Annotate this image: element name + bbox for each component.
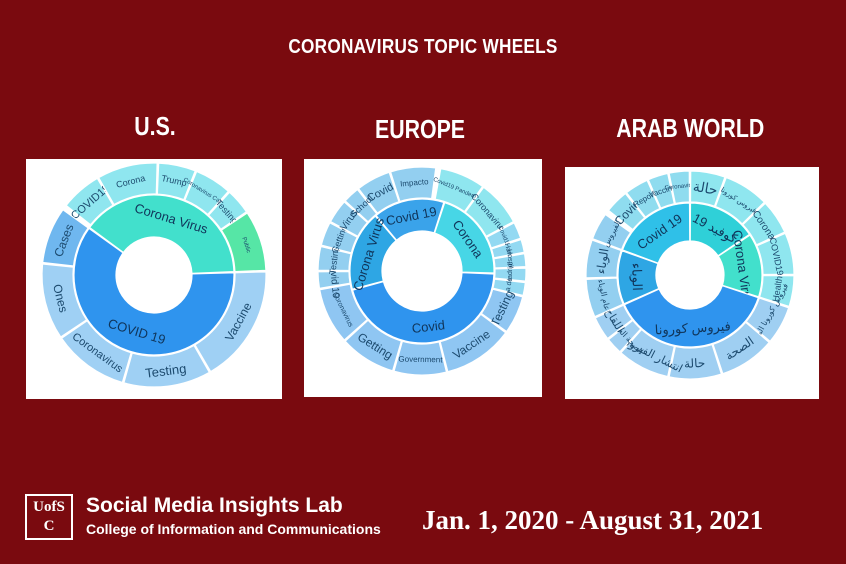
outer-ring-label-5: حالة <box>692 178 719 198</box>
outer-ring-segment-4 <box>464 186 515 238</box>
outer-ring-segment-5 <box>207 191 248 231</box>
inner-ring-label-5: الوباء <box>628 263 645 292</box>
uofsc-logo: UofSC <box>25 494 73 540</box>
outer-ring-segment-15 <box>594 304 634 340</box>
inner-ring-label-3: Covid <box>411 317 446 336</box>
outer-ring-segment-11 <box>712 321 771 375</box>
wheel-center <box>116 237 192 313</box>
outer-ring-label-17: الوباء <box>594 247 613 275</box>
outer-ring-segment-1 <box>607 192 646 231</box>
outer-ring-segment-2 <box>97 162 158 206</box>
outer-ring-segment-18 <box>329 201 369 238</box>
outer-ring-segment-17 <box>320 222 359 254</box>
wheel-panel-us: COVID19 Corona Trump Coronavirus Cases Testi… <box>26 159 282 399</box>
outer-ring-segment-3 <box>434 168 484 213</box>
outer-ring-label-10: Ones <box>50 283 71 314</box>
region-title-europe: EUROPE <box>374 114 466 144</box>
outer-ring-segment-10 <box>745 297 790 343</box>
outer-ring-label-16: Testing <box>327 245 340 275</box>
outer-ring-segment-3 <box>647 172 676 209</box>
page-title: CORONAVIRUS TOPIC WHEELS <box>288 36 558 58</box>
date-range: Jan. 1, 2020 - August 31, 2021 <box>422 505 764 535</box>
outer-ring-segment-6 <box>220 212 267 273</box>
inner-ring-label-4: فيروس كورونا <box>654 318 731 338</box>
outer-ring-segment-8 <box>756 232 795 276</box>
outer-ring-label-2: Impacto <box>400 177 430 188</box>
outer-ring-segment-9 <box>60 319 132 384</box>
topic-wheel-europe: Covid Impacto Covid19 PandemiaCoronavirusC… <box>317 166 527 376</box>
region-title-us: U.S. <box>134 111 176 141</box>
outer-ring-segment-10 <box>41 263 88 338</box>
outer-ring-segment-11 <box>439 313 507 373</box>
outer-ring-label-12: حالة <box>684 356 706 371</box>
outer-ring-segment-8 <box>123 344 211 388</box>
outer-ring-segment-14 <box>319 283 369 341</box>
region-title-arab-world: ARAB WORLD <box>616 113 765 143</box>
outer-ring-segment-1 <box>357 171 400 215</box>
wheel-center <box>656 241 724 309</box>
outer-ring-segment-18 <box>591 213 632 251</box>
outer-ring-segment-16 <box>585 277 624 318</box>
outer-ring-label-8: Testing <box>144 361 187 381</box>
outer-ring-label-6: Han <box>503 243 513 257</box>
outer-ring-segment-7 <box>742 202 786 246</box>
logo-text: UofSC <box>33 499 65 534</box>
outer-ring-segment-1 <box>65 177 114 226</box>
outer-ring-segment-16 <box>317 245 352 272</box>
outer-ring-segment-6 <box>490 238 525 259</box>
outer-ring-segment-4 <box>668 170 691 205</box>
outer-ring-segment-15 <box>317 270 351 290</box>
wheel-center <box>382 231 462 311</box>
outer-ring-segment-2 <box>389 166 437 203</box>
outer-ring-segment-9 <box>758 274 795 308</box>
outer-ring-segment-6 <box>714 176 766 225</box>
outer-ring-label-7: Hospital <box>505 249 515 275</box>
outer-ring-segment-10 <box>480 288 524 333</box>
inner-ring-segment-4 <box>623 284 760 348</box>
outer-ring-segment-5 <box>485 222 522 249</box>
outer-ring-label-12: Government <box>398 355 443 365</box>
outer-ring-segment-7 <box>194 271 267 373</box>
lab-subtitle: College of Information and Communication… <box>86 521 381 537</box>
outer-ring-segment-9 <box>492 278 527 297</box>
outer-ring-segment-17 <box>585 239 622 279</box>
outer-ring-segment-11 <box>42 208 89 267</box>
outer-ring-segment-8 <box>493 267 527 282</box>
outer-ring-label-6: Public <box>240 236 251 253</box>
outer-ring-segment-12 <box>668 343 723 380</box>
outer-ring-label-9: Health <box>770 275 784 302</box>
outer-ring-label-4: Coronavirus <box>664 182 697 191</box>
wheel-panel-arab-world: Covid Report Vaccine Coronavirus حالة فيروس ك… <box>565 167 819 399</box>
outer-ring-label-9: La de <box>504 277 514 296</box>
outer-ring-segment-12 <box>393 340 448 376</box>
lab-name: Social Media Insights Lab <box>86 494 343 517</box>
wheel-panel-europe: Covid Impacto Covid19 Pandemia Coronavirus C… <box>304 159 542 397</box>
outer-ring-segment-7 <box>493 252 527 269</box>
outer-ring-segment-14 <box>607 319 642 353</box>
outer-ring-segment-3 <box>156 162 197 201</box>
outer-ring-segment-5 <box>689 170 726 207</box>
outer-ring-segment-4 <box>184 170 230 216</box>
outer-ring-segment-13 <box>344 319 403 372</box>
outer-ring-segment-19 <box>344 188 378 223</box>
outer-ring-segment-2 <box>625 179 661 219</box>
outer-ring-segment-13 <box>620 328 676 378</box>
outer-ring-label-8: Madrid <box>507 263 515 285</box>
